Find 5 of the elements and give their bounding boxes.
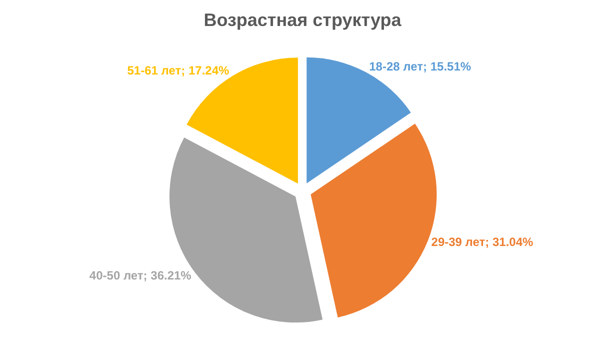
slice-label: 40-50 лет; 36.21% (89, 268, 192, 282)
slice-label: 29-39 лет; 31.04% (431, 235, 534, 249)
chart-title: Возрастная структура (204, 10, 402, 30)
slice-label: 51-61 лет; 17.24% (127, 63, 230, 78)
slice-label: 18-28 лет; 15.51% (369, 60, 472, 74)
